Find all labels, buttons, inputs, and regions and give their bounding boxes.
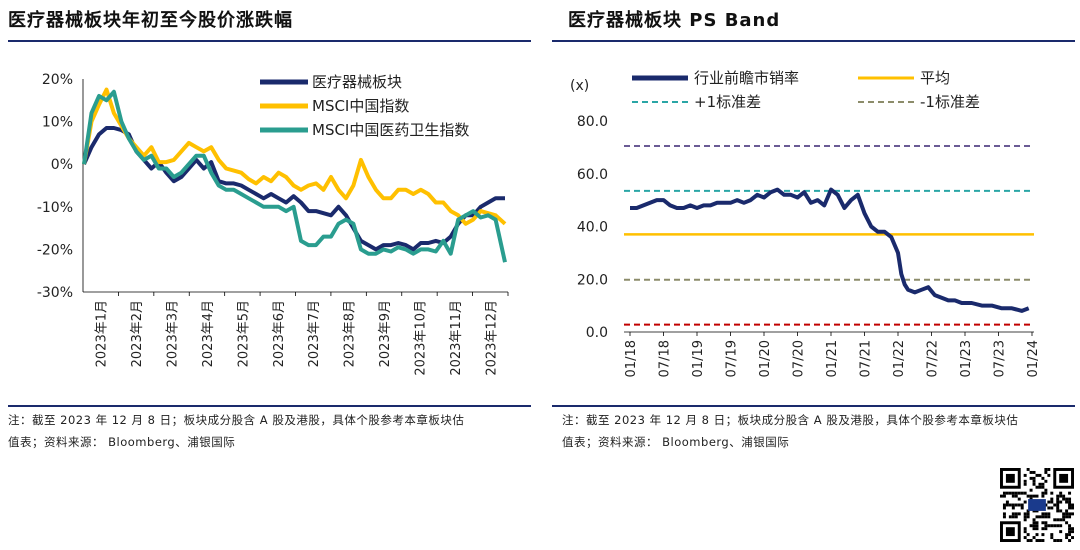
right-x-tick-label: 01/21 bbox=[825, 340, 840, 377]
left-series-line-3 bbox=[82, 89, 507, 263]
left-note-line1: 注：截至 2023 年 12 月 8 日；板块成分股含 A 股及港股，具体个股参… bbox=[8, 413, 465, 427]
left-y-tick-label: -10% bbox=[37, 200, 73, 216]
right-note-line1: 注：截至 2023 年 12 月 8 日；板块成分股含 A 股及港股，具体个股参… bbox=[562, 413, 1019, 427]
left-chart-title: 医疗器械板块年初至今股价涨跌幅 bbox=[8, 10, 293, 31]
right-x-tick-label: 01/24 bbox=[1026, 340, 1041, 377]
right-y-tick-label: 40.0 bbox=[577, 220, 608, 236]
right-x-tick-label: 07/21 bbox=[859, 340, 874, 377]
right-x-tick-label: 01/19 bbox=[691, 340, 706, 377]
left-chart: 20% 10% 0% -10% -20% -30% 2023年1月 2023年2月 2023年… bbox=[37, 72, 509, 376]
right-note: 注：截至 2023 年 12 月 8 日；板块成分股含 A 股及港股，具体个股参… bbox=[562, 409, 1075, 453]
left-y-tick-label: -30% bbox=[37, 285, 73, 301]
right-chart: (x) 80.0 60.0 40.0 20.0 0.0 01/18 07/18 01/19 0… bbox=[570, 69, 1041, 377]
left-x-tick-label: 2023年11月 bbox=[449, 300, 464, 376]
right-x-tick-label: 01/18 bbox=[624, 340, 639, 377]
left-x-tick-label: 2023年10月 bbox=[413, 300, 428, 376]
right-x-tick-label: 01/20 bbox=[758, 340, 773, 377]
right-x-tick-label: 07/18 bbox=[658, 340, 673, 377]
right-legend-label: -1标准差 bbox=[920, 93, 980, 111]
left-x-tick-label: 2023年1月 bbox=[95, 300, 110, 367]
left-note: 注：截至 2023 年 12 月 8 日；板块成分股含 A 股及港股，具体个股参… bbox=[8, 409, 531, 453]
right-x-tick-label: 07/23 bbox=[993, 340, 1008, 377]
left-legend-label: MSCI中国医药卫生指数 bbox=[312, 121, 469, 139]
qr-code-icon bbox=[1000, 468, 1074, 542]
left-x-tick-label: 2023年8月 bbox=[343, 300, 358, 367]
right-chart-title: 医疗器械板块 PS Band bbox=[568, 10, 781, 31]
right-x-tick-label: 07/22 bbox=[926, 340, 941, 377]
left-y-tick-label: 20% bbox=[42, 72, 73, 88]
left-title-rule bbox=[8, 40, 531, 42]
right-y-tick-label: 20.0 bbox=[577, 272, 608, 288]
left-series-line-2 bbox=[82, 87, 507, 226]
right-legend-label: 平均 bbox=[920, 69, 950, 87]
right-y-tick-label: 80.0 bbox=[577, 114, 608, 130]
right-y-tick-label: 60.0 bbox=[577, 167, 608, 183]
right-ps-line bbox=[630, 187, 1030, 313]
left-y-tick-label: 0% bbox=[51, 157, 73, 173]
left-note-line2: 值表；资料来源： Bloomberg、浦银国际 bbox=[8, 435, 236, 449]
left-x-tick-label: 2023年12月 bbox=[484, 300, 499, 376]
left-x-tick-label: 2023年7月 bbox=[307, 300, 322, 367]
right-x-tick-label: 07/19 bbox=[725, 340, 740, 377]
left-note-rule bbox=[8, 405, 531, 407]
left-x-tick-label: 2023年9月 bbox=[378, 300, 393, 367]
left-y-tick-label: -20% bbox=[37, 242, 73, 258]
right-x-tick-label: 01/23 bbox=[959, 340, 974, 377]
left-x-tick-label: 2023年5月 bbox=[236, 300, 251, 367]
right-note-line2: 值表；资料来源： Bloomberg、浦银国际 bbox=[562, 435, 790, 449]
right-legend-label: +1标准差 bbox=[694, 93, 761, 111]
left-x-tick-label: 2023年2月 bbox=[130, 300, 145, 367]
left-x-tick-label: 2023年3月 bbox=[166, 300, 181, 367]
right-note-rule bbox=[552, 405, 1075, 407]
left-legend-label: 医疗器械板块 bbox=[312, 73, 402, 91]
left-series-line-1 bbox=[82, 126, 505, 252]
right-x-tick-label: 01/22 bbox=[892, 340, 907, 377]
left-legend-label: MSCI中国指数 bbox=[312, 97, 409, 115]
left-x-tick-label: 2023年4月 bbox=[201, 300, 216, 367]
right-x-tick-label: 07/20 bbox=[792, 340, 807, 377]
right-unit-label: (x) bbox=[570, 78, 589, 94]
left-y-tick-label: 10% bbox=[42, 115, 73, 131]
right-legend-label: 行业前瞻市销率 bbox=[694, 69, 799, 87]
right-y-tick-label: 0.0 bbox=[586, 325, 608, 341]
right-title-rule bbox=[552, 40, 1075, 42]
left-x-tick-label: 2023年6月 bbox=[272, 300, 287, 367]
